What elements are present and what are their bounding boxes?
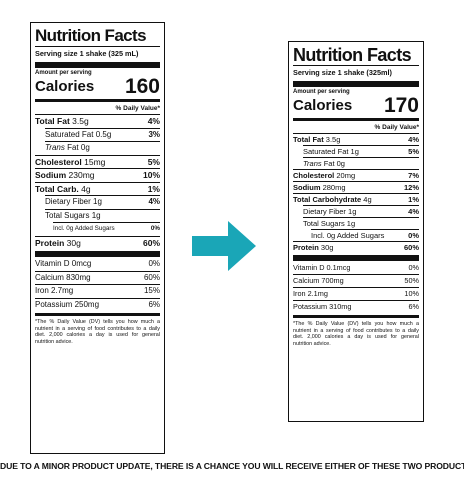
nutrient-row: Protein 30g 60% [293, 241, 419, 252]
divider [35, 99, 160, 102]
nutrient-row: Sodium 230mg 10% [35, 168, 160, 180]
divider [35, 313, 160, 316]
vitamin-row: Iron 2.7mg 15% [35, 284, 160, 298]
calories-label: Calories [293, 97, 353, 114]
nutrient-row: Total Carbohydrate 4g 1% [293, 193, 419, 204]
nutrient-row: Total Carb. 4g 1% [35, 181, 160, 194]
nutrient-row: Total Sugars 1g [303, 217, 419, 229]
nutrition-label-old: Nutrition Facts Serving size 1 shake (32… [30, 22, 165, 454]
nutrient-row: Total Fat 3.5g 4% [293, 133, 419, 144]
nutrient-row: Saturated Fat 0.5g 3% [45, 127, 160, 142]
vitamin-row: Iron 2.1mg 10% [293, 287, 419, 298]
amount-per-serving: Amount per serving [35, 70, 92, 76]
product-update-caption: DUE TO A MINOR PRODUCT UPDATE, THERE IS … [0, 461, 464, 471]
vitamin-row: Potassium 250mg 6% [35, 297, 160, 312]
nutrient-row: Saturated Fat 1g 5% [303, 145, 419, 156]
nutrient-row: Incl. 0g Added Sugars 0% [53, 222, 160, 236]
daily-value-header: % Daily Value* [374, 124, 419, 131]
divider [293, 255, 419, 261]
nutrient-row: Trans Fat 0g [45, 141, 160, 155]
nutrient-row: Protein 30g 60% [35, 235, 160, 248]
serving-size: Serving size 1 shake (325 mL) [35, 46, 160, 60]
nutrient-row: Dietary Fiber 1g 4% [303, 205, 419, 216]
amount-per-serving: Amount per serving [293, 89, 350, 95]
serving-size: Serving size 1 shake (325ml) [293, 65, 419, 79]
divider [35, 62, 160, 68]
footnote: *The % Daily Value (DV) tells you how mu… [35, 319, 160, 345]
nutrient-row: Sodium 280mg 12% [293, 181, 419, 192]
label-title: Nutrition Facts [35, 26, 147, 45]
vitamin-row: Calcium 700mg 50% [293, 274, 419, 285]
calories-value: 160 [124, 75, 160, 98]
footnote: *The % Daily Value (DV) tells you how mu… [293, 321, 419, 347]
calories-row: Calories 160 [35, 75, 160, 98]
nutrient-row: Cholesterol 15mg 5% [35, 154, 160, 167]
vitamin-row: Potassium 310mg 6% [293, 300, 419, 311]
calories-row: Calories 170 [293, 94, 419, 117]
vitamin-row: Vitamin D 0.1mcg 0% [293, 263, 419, 272]
vitamin-row: Vitamin D 0mcg 0% [35, 259, 160, 268]
nutrient-row: Total Fat 3.5g 4% [35, 114, 160, 126]
nutrient-row: Total Sugars 1g [45, 208, 160, 223]
divider [293, 81, 419, 87]
calories-label: Calories [35, 78, 95, 95]
right-arrow-icon [192, 221, 256, 271]
label-title: Nutrition Facts [293, 45, 412, 65]
daily-value-header: % Daily Value* [115, 105, 160, 112]
nutrient-row: Trans Fat 0g [303, 157, 419, 169]
nutrient-row: Incl. 0g Added Sugars 0% [311, 229, 419, 240]
divider [293, 118, 419, 121]
nutrition-label-new: Nutrition Facts Serving size 1 shake (32… [288, 41, 424, 422]
nutrient-row: Cholesterol 20mg 7% [293, 169, 419, 180]
divider [35, 251, 160, 257]
nutrient-row: Dietary Fiber 1g 4% [45, 195, 160, 209]
calories-value: 170 [383, 94, 419, 117]
vitamin-row: Calcium 830mg 60% [35, 270, 160, 285]
divider [293, 315, 419, 318]
